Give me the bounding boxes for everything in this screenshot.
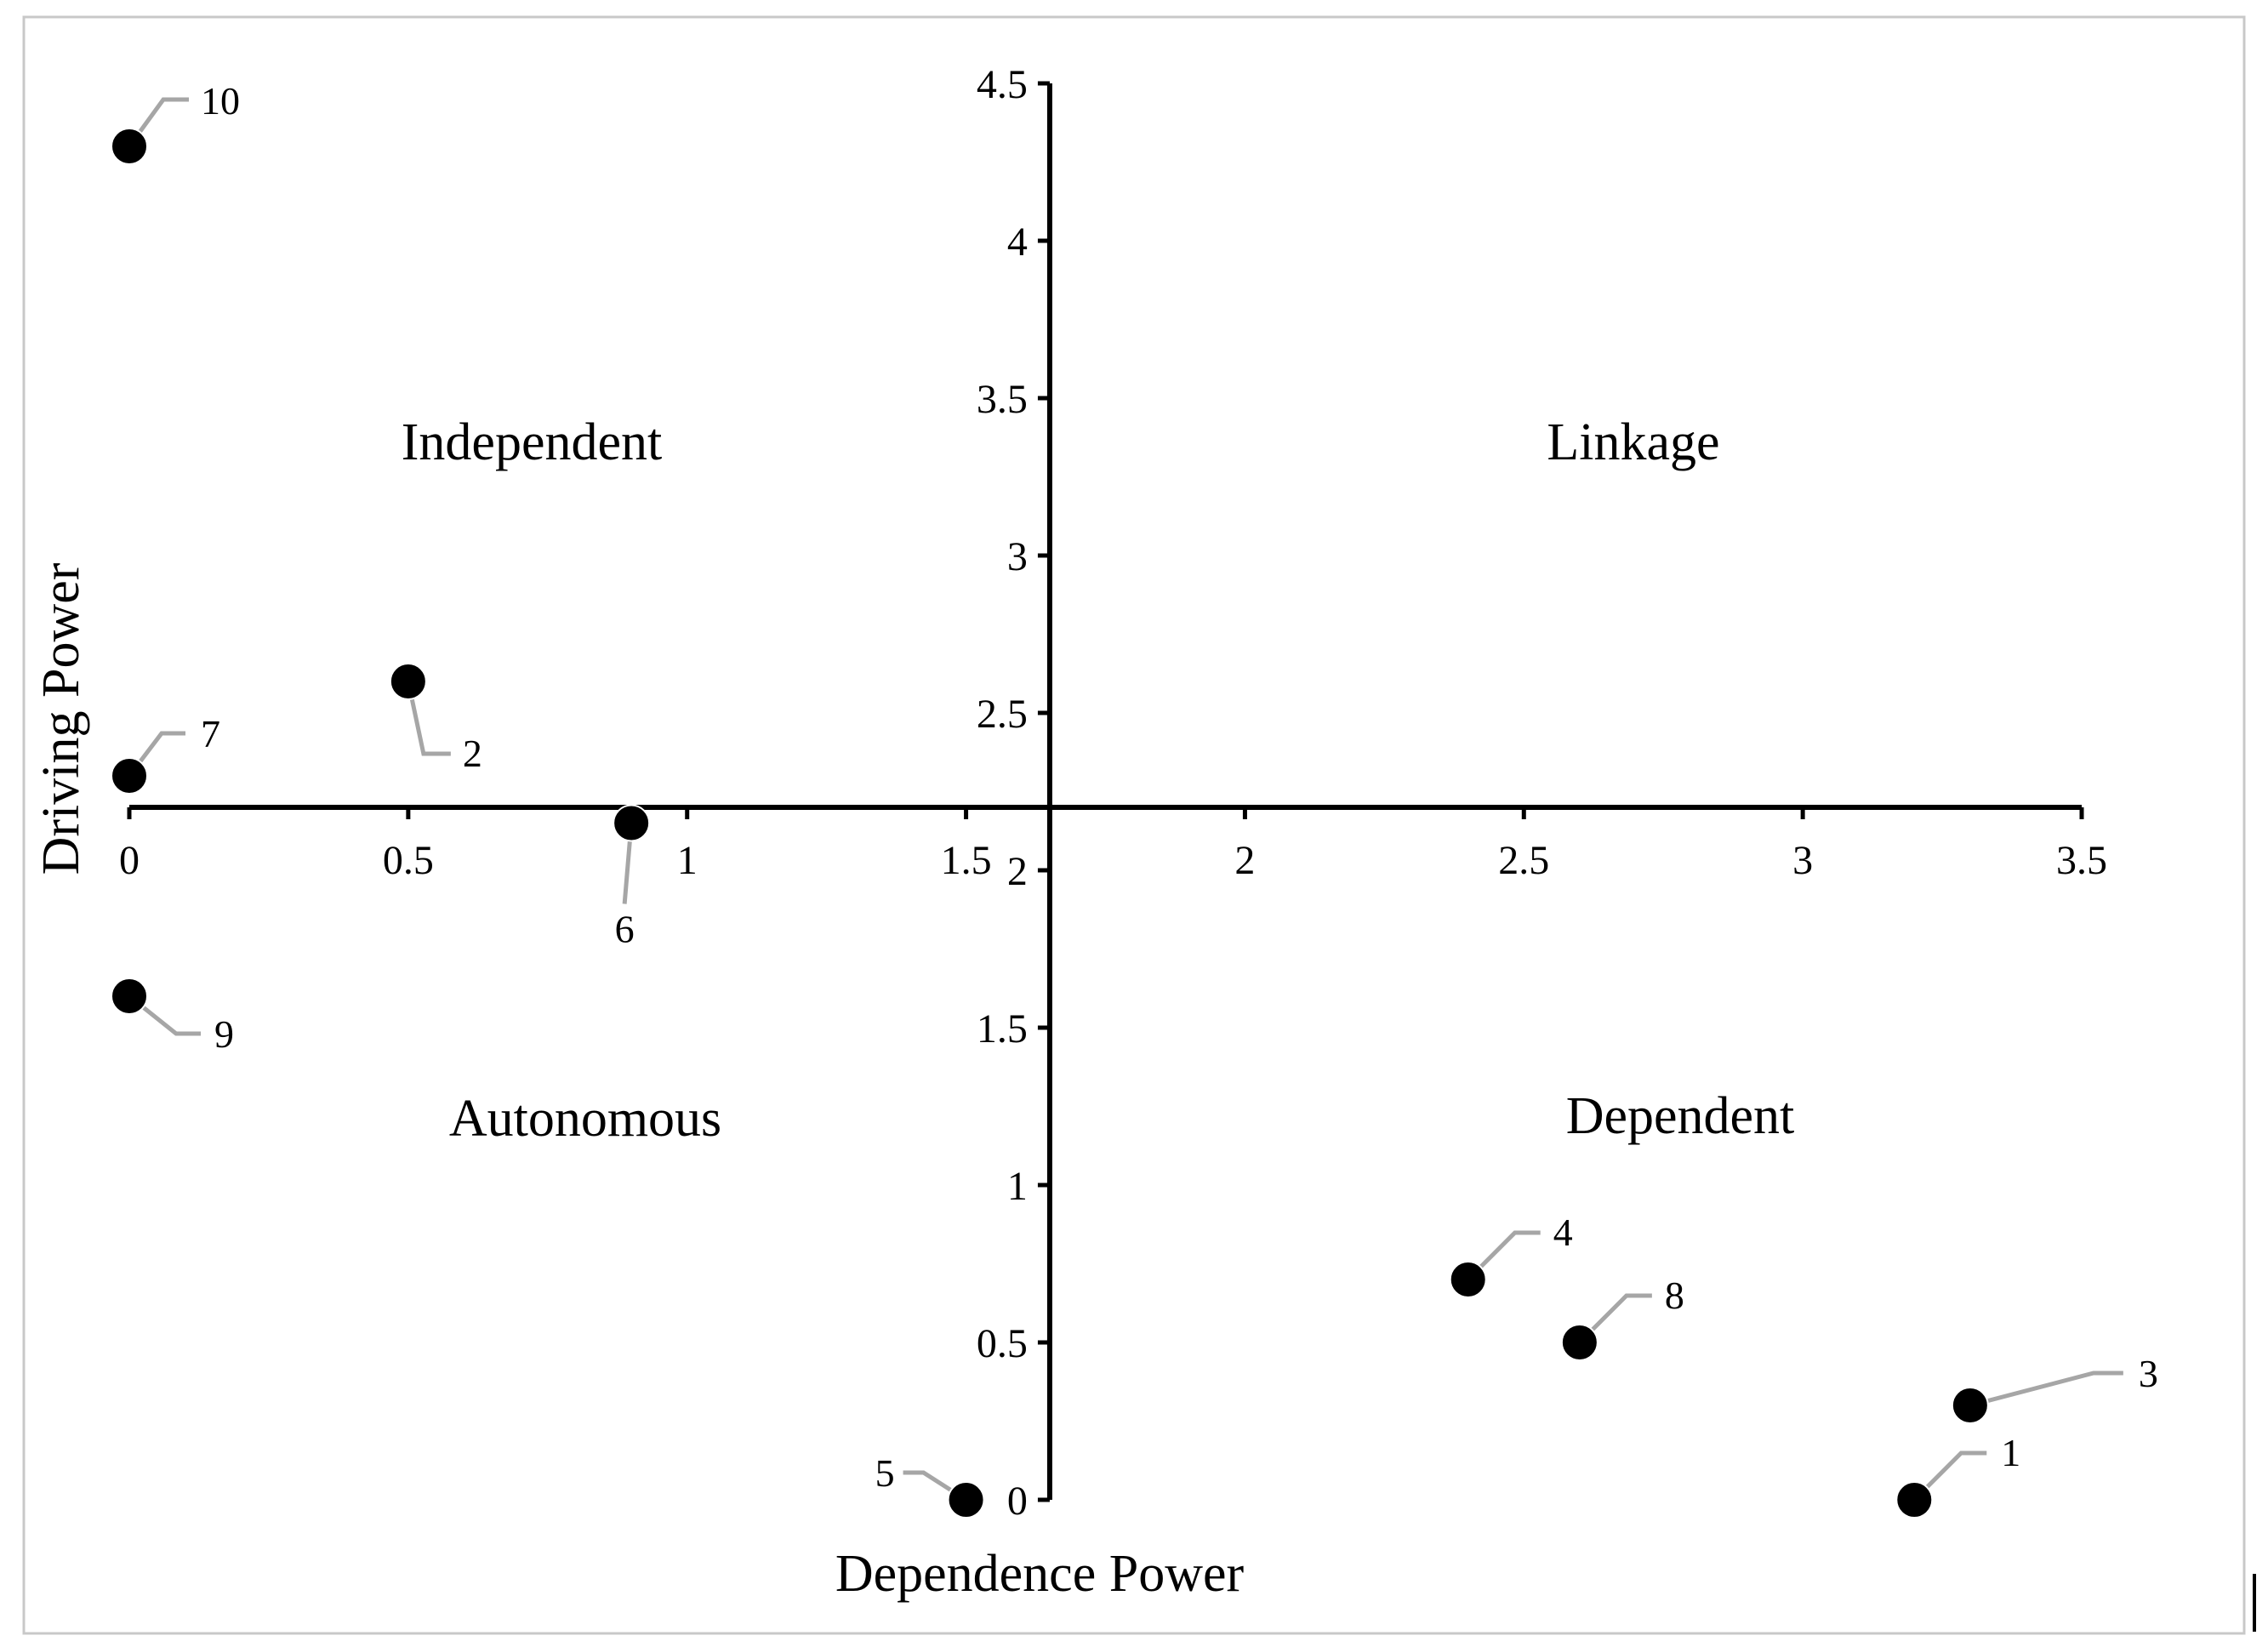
x-ticks: 0 0.5 1 1.5 2 2.5 3 3.5 [119, 807, 2107, 883]
data-point [1449, 1261, 1487, 1298]
x-tick-label: 1.5 [941, 838, 992, 883]
data-point [1560, 1324, 1598, 1361]
data-point [111, 757, 148, 795]
point-leader-line [128, 994, 201, 1036]
point-leader-line [406, 681, 451, 756]
point-leader-line [1912, 1450, 1987, 1502]
data-point-label: 3 [2139, 1352, 2158, 1395]
data-point-label: 8 [1665, 1274, 1684, 1317]
quadrant-label-autonomous: Autonomous [449, 1090, 721, 1148]
x-axis-title: Dependence Power [835, 1545, 1245, 1603]
data-point-label: 1 [2001, 1431, 2020, 1474]
data-point-label: 2 [463, 732, 482, 775]
data-point [111, 977, 148, 1015]
data-point-label: 7 [201, 712, 220, 755]
data-point [111, 128, 148, 165]
y-tick-label: 1.5 [977, 1006, 1028, 1051]
data-point-label: 10 [201, 79, 240, 123]
x-tick-label: 2 [1234, 838, 1255, 883]
y-tick-label: 2 [1007, 849, 1028, 894]
y-tick-label: 0 [1007, 1479, 1028, 1524]
chart-frame [22, 15, 2246, 1635]
x-tick-label: 3.5 [2056, 838, 2107, 883]
data-point-label: 4 [1553, 1211, 1573, 1254]
point-leader-line [1578, 1293, 1652, 1344]
point-leader-line [127, 97, 189, 148]
point-leader-line [1969, 1371, 2123, 1408]
y-tick-label: 3 [1007, 534, 1028, 579]
x-tick-label: 0 [119, 838, 140, 883]
quadrant-label-independent: Independent [402, 413, 662, 471]
point-leader-line [1466, 1230, 1541, 1281]
x-tick-label: 3 [1792, 838, 1813, 883]
y-tick-label: 0.5 [977, 1321, 1028, 1366]
y-tick-label: 1 [1007, 1164, 1028, 1209]
data-point [1951, 1387, 1989, 1424]
quadrant-label-linkage: Linkage [1547, 413, 1719, 471]
x-tick-label: 2.5 [1498, 838, 1549, 883]
y-tick-label: 3.5 [977, 377, 1028, 422]
data-point [1895, 1481, 1934, 1519]
y-tick-label: 4 [1007, 219, 1028, 265]
data-point-label: 5 [875, 1451, 895, 1495]
data-point [947, 1481, 985, 1519]
data-point [613, 804, 651, 842]
y-tick-label: 4.5 [977, 62, 1028, 107]
data-point-label: 9 [214, 1012, 234, 1056]
data-point-label: 6 [615, 908, 635, 951]
axes [129, 83, 2082, 1500]
x-tick-label: 1 [677, 838, 698, 883]
y-axis-title: Driving Power [32, 562, 90, 875]
y-tick-label: 2.5 [977, 692, 1028, 737]
quadrant-label-dependent: Dependent [1566, 1087, 1795, 1145]
data-point [389, 663, 427, 700]
y-ticks: 0 0.5 1 1.5 2 2.5 3 3.5 4 4.5 [977, 62, 1050, 1524]
x-tick-label: 0.5 [383, 838, 434, 883]
